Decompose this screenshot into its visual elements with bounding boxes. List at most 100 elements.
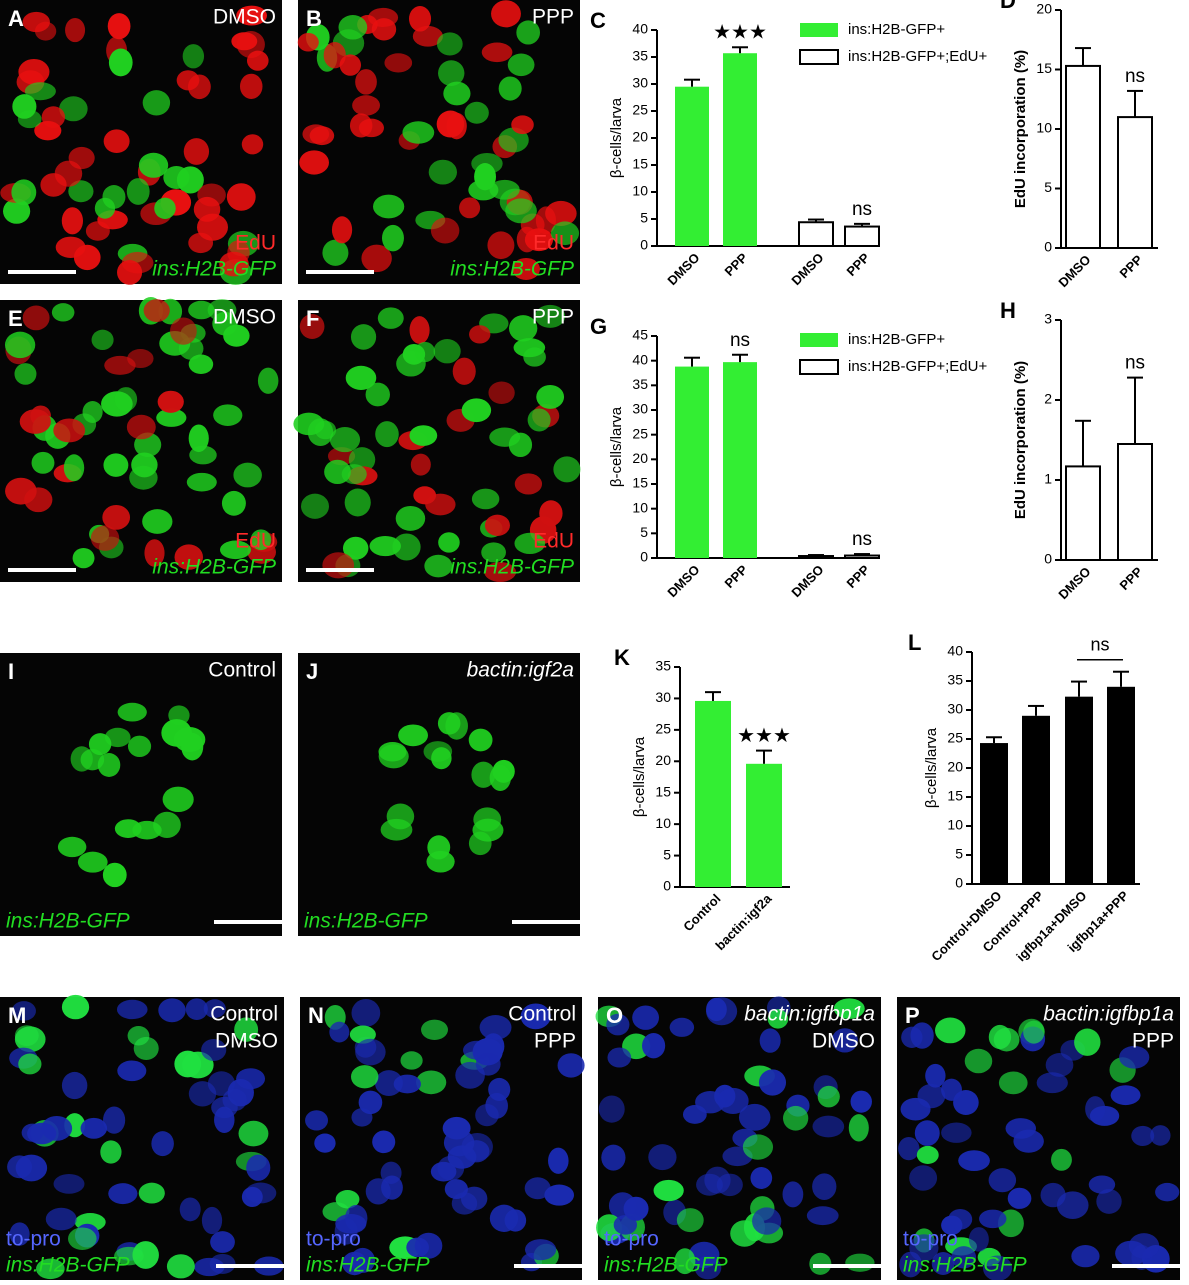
- cell: [77, 851, 108, 873]
- panel-background: [0, 653, 282, 936]
- y-tick-label: 20: [655, 752, 671, 768]
- cell: [378, 741, 407, 762]
- cell: [61, 1071, 88, 1100]
- cell: [413, 486, 437, 505]
- cell: [898, 1136, 920, 1161]
- cell: [80, 1117, 108, 1139]
- cell: [481, 542, 506, 563]
- cell: [375, 421, 399, 448]
- cell: [481, 42, 513, 63]
- cell: [1150, 1125, 1171, 1146]
- panel-letter: M: [8, 1003, 26, 1028]
- y-tick-label: 15: [632, 156, 648, 172]
- bar: [746, 763, 782, 887]
- cell: [398, 724, 428, 747]
- cell: [365, 1178, 391, 1205]
- cell: [236, 5, 267, 26]
- cell: [209, 1253, 236, 1274]
- cell: [323, 42, 346, 69]
- cell: [380, 1161, 402, 1185]
- cell: [393, 1074, 421, 1094]
- y-tick-label: 5: [640, 210, 648, 226]
- cell: [1131, 1125, 1155, 1146]
- cell: [648, 1144, 677, 1171]
- cell: [414, 1232, 443, 1259]
- y-tick-label: 10: [947, 817, 963, 833]
- y-tick-label: 0: [1044, 551, 1052, 567]
- cell: [331, 216, 353, 244]
- bar: [675, 366, 709, 558]
- condition-label: Control: [208, 659, 276, 682]
- channel-label: ins:H2B-GFP: [450, 258, 574, 281]
- cell: [1056, 1191, 1089, 1220]
- image-panel: M Control DMSO to-pro ins:H2B-GFP: [0, 994, 284, 1280]
- cell: [471, 761, 496, 788]
- cell: [107, 13, 131, 40]
- cell: [688, 1241, 720, 1268]
- legend-label: ins:H2B-GFP+;EdU+: [848, 48, 987, 65]
- channel-label: ins:H2B-GFP: [6, 1254, 130, 1277]
- cell: [11, 179, 37, 206]
- cell: [11, 1001, 36, 1021]
- y-tick-label: 30: [632, 401, 648, 417]
- y-tick-label: 0: [640, 237, 648, 253]
- cell: [36, 1258, 65, 1280]
- bar: [1065, 64, 1101, 250]
- cell: [948, 1208, 973, 1230]
- y-tick-label: 40: [947, 643, 963, 659]
- cell: [674, 1248, 696, 1275]
- cell: [345, 365, 377, 390]
- cell: [430, 217, 460, 244]
- cell: [203, 999, 226, 1018]
- cell: [45, 1207, 77, 1231]
- cell: [22, 305, 50, 331]
- cell: [329, 1021, 350, 1043]
- cell: [809, 1252, 832, 1275]
- bar: [1022, 715, 1050, 884]
- x-tick-label: PPP: [722, 250, 751, 279]
- channel-label: to-pro: [604, 1228, 659, 1251]
- cell: [59, 96, 88, 122]
- cell: [1023, 1020, 1045, 1044]
- image-panel: I Control ins:H2B-GFP: [0, 653, 282, 936]
- cell: [31, 451, 55, 474]
- y-tick-label: 20: [632, 129, 648, 145]
- cell: [68, 180, 94, 203]
- cell: [408, 5, 432, 32]
- cell: [55, 236, 86, 258]
- cell: [716, 1173, 743, 1197]
- x-tick-label: DMSO: [1055, 564, 1093, 602]
- y-tick-label: 20: [947, 759, 963, 775]
- cell: [54, 160, 83, 187]
- cell: [186, 472, 217, 492]
- bar: [844, 225, 880, 247]
- cell: [443, 81, 471, 106]
- image-panel: N Control PPP to-pro ins:H2B-GFP: [300, 997, 585, 1280]
- cell: [1071, 1245, 1100, 1268]
- cell: [979, 1209, 1007, 1229]
- y-tick-label: 5: [1044, 179, 1052, 195]
- cell: [144, 539, 165, 567]
- cell: [104, 355, 136, 375]
- x-tick-label: Control+DMSO: [928, 888, 1004, 964]
- cell: [414, 341, 436, 363]
- cell: [475, 1052, 501, 1076]
- y-tick-label: 5: [663, 846, 671, 862]
- y-tick-label: 20: [1036, 1, 1052, 17]
- cell: [162, 786, 194, 813]
- cell: [782, 1181, 804, 1208]
- annotation: ns: [1090, 634, 1109, 654]
- cell: [831, 1028, 858, 1053]
- cell: [468, 179, 499, 201]
- cell: [758, 1069, 787, 1096]
- x-tick-label: PPP: [722, 562, 751, 591]
- y-tick-label: 1: [1044, 471, 1052, 487]
- cell: [759, 1028, 781, 1053]
- y-tick-label: 25: [632, 102, 648, 118]
- condition-label: bactin:igf2a: [467, 659, 574, 682]
- cell: [183, 138, 210, 165]
- cell: [154, 197, 176, 219]
- cell: [437, 1155, 465, 1181]
